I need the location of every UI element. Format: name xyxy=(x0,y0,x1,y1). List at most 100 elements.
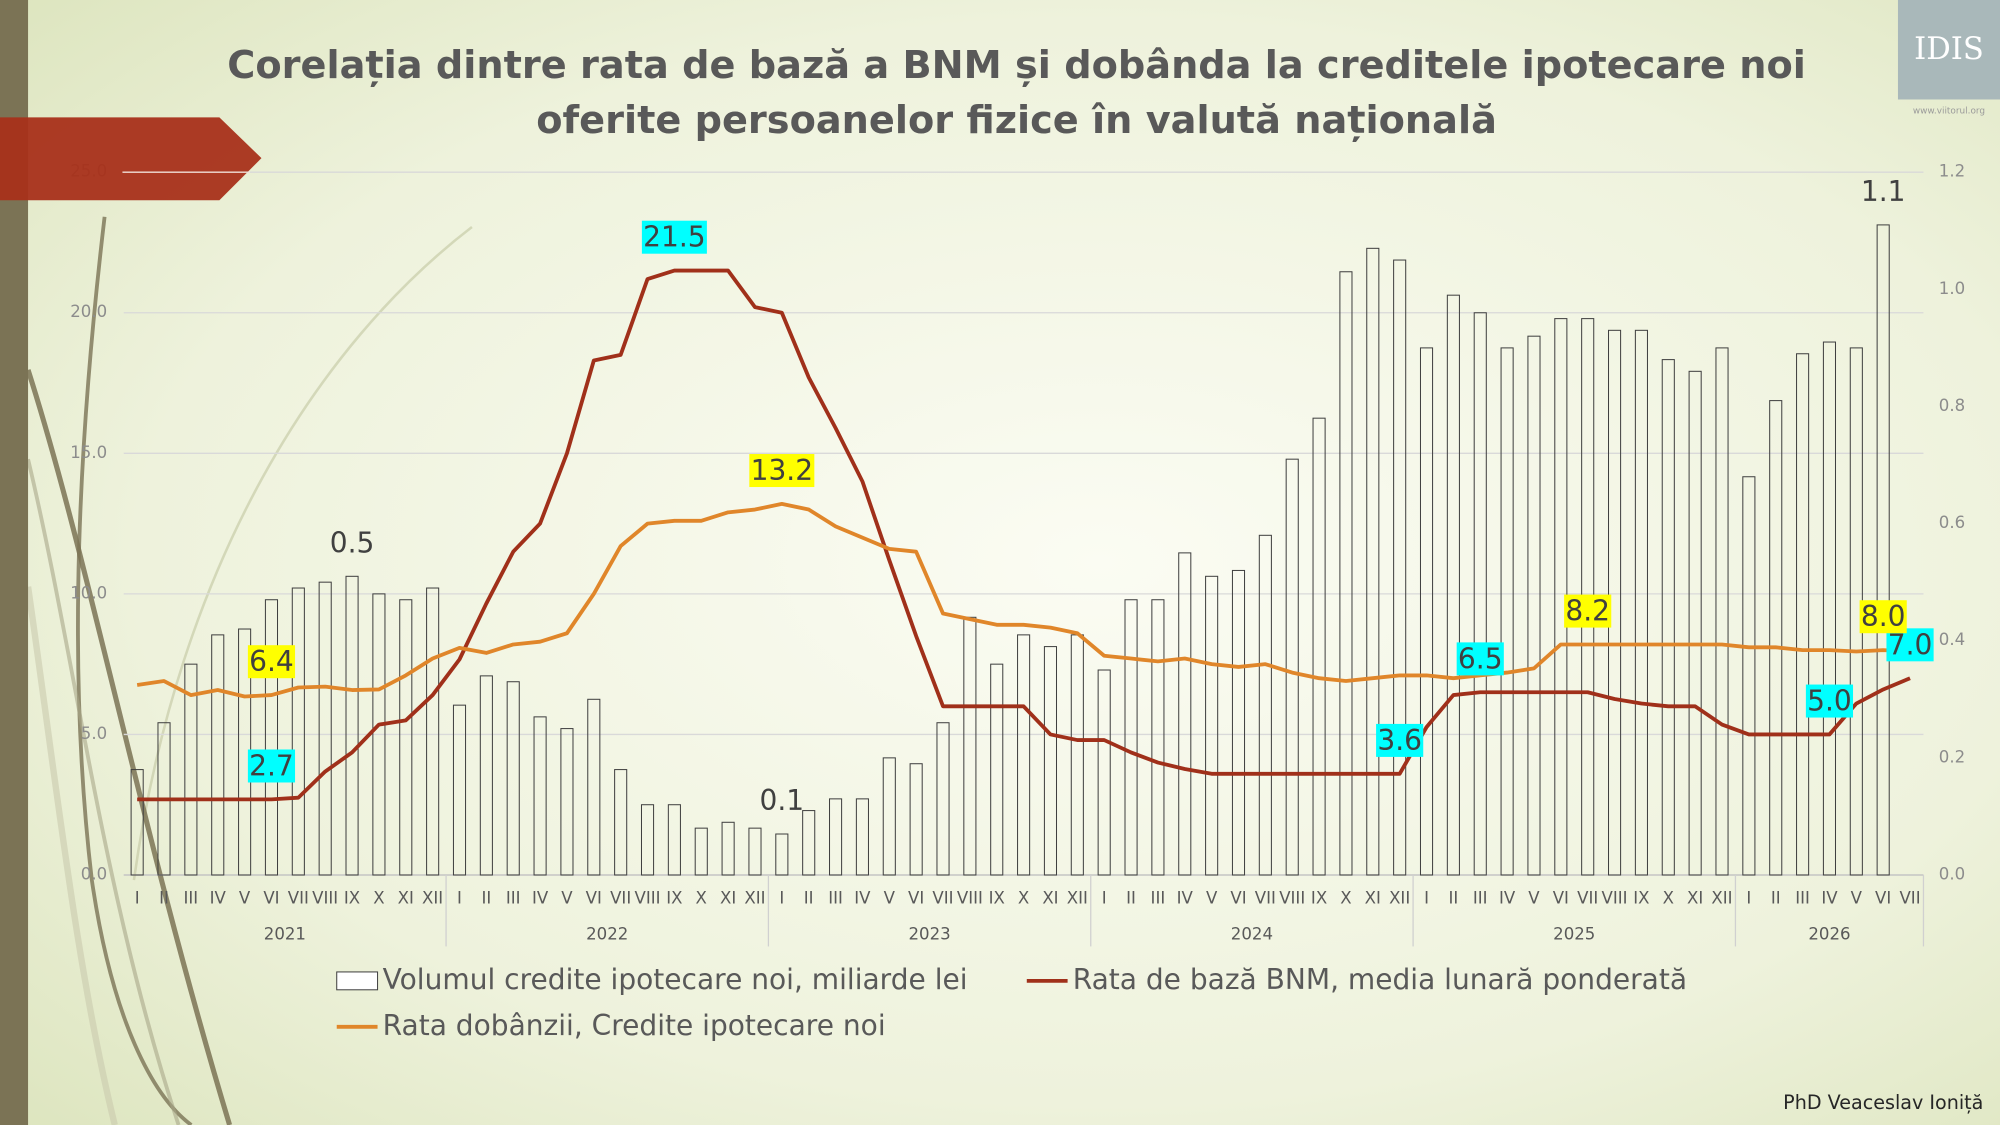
bar xyxy=(372,593,386,876)
data-label: 13.2 xyxy=(751,454,813,487)
bar xyxy=(1715,347,1729,876)
x-tick-label: II xyxy=(804,889,814,908)
data-label-bg xyxy=(247,645,296,679)
x-tick-label: VIII xyxy=(957,889,983,908)
y-tick-label: 20.0 xyxy=(70,302,107,321)
x-tick-label: III xyxy=(828,889,843,908)
accent-arrow xyxy=(0,117,262,201)
year-label: 2023 xyxy=(908,924,950,943)
bar xyxy=(211,634,225,876)
x-tick-label: VII xyxy=(932,889,953,908)
bar xyxy=(748,827,762,876)
bar xyxy=(318,581,332,876)
x-tick-label: III xyxy=(1795,889,1810,908)
data-label: 6.4 xyxy=(249,645,294,678)
data-label: 2.7 xyxy=(249,749,294,782)
x-tick-label: XI xyxy=(720,889,736,908)
x-tick-label: V xyxy=(1528,889,1540,908)
data-label-bg xyxy=(749,454,815,488)
bar xyxy=(1124,599,1138,876)
legend-swatch xyxy=(336,971,379,991)
bar xyxy=(1661,359,1675,876)
data-label-bg xyxy=(1564,594,1612,628)
logo: IDIS xyxy=(1914,32,1984,67)
y2-tick-label: 0.2 xyxy=(1939,747,1965,766)
x-tick-label: IV xyxy=(854,889,871,908)
bar xyxy=(1446,294,1460,876)
y2-tick-label: 0.8 xyxy=(1939,396,1965,415)
x-tick-label: X xyxy=(1340,889,1351,908)
data-label-bg xyxy=(1805,684,1854,718)
data-label-bg xyxy=(1456,642,1504,676)
x-tick-label: VIII xyxy=(1279,889,1305,908)
bar xyxy=(479,675,493,876)
bar xyxy=(345,575,359,876)
decoration xyxy=(24,216,473,1125)
x-tick-label: I xyxy=(135,889,140,908)
legend-label: Rata de bază BNM, media lunară ponderată xyxy=(1073,963,1687,996)
bar xyxy=(721,821,735,876)
x-tick-label: VI xyxy=(908,889,924,908)
legend-label: Volumul credite ipotecare noi, miliarde … xyxy=(383,963,968,996)
bar xyxy=(1205,575,1219,876)
x-tick-label: V xyxy=(1206,889,1218,908)
bar xyxy=(614,769,628,876)
bar xyxy=(1822,341,1837,876)
year-label: 2025 xyxy=(1553,924,1595,943)
data-label-bg xyxy=(641,220,707,254)
bar xyxy=(184,663,198,876)
bar xyxy=(426,587,440,876)
data-label-bg xyxy=(1376,723,1424,757)
y2-tick-label: 0.0 xyxy=(1939,865,1965,884)
x-tick-label: IX xyxy=(1311,889,1327,908)
x-tick-label: IV xyxy=(1177,889,1194,908)
x-tick-label: XII xyxy=(744,889,765,908)
bar xyxy=(506,681,520,876)
x-tick-label: II xyxy=(1771,889,1781,908)
x-tick-label: XI xyxy=(1365,889,1381,908)
bar xyxy=(1688,370,1702,876)
y-tick-label: 0.0 xyxy=(81,865,107,884)
data-label: 6.5 xyxy=(1458,642,1503,675)
bar xyxy=(1339,271,1353,876)
x-tick-label: VI xyxy=(263,889,279,908)
bar xyxy=(1634,329,1648,876)
x-tick-label: I xyxy=(1102,889,1107,908)
x-tick-label: II xyxy=(159,889,169,908)
chart-title: oferite persoanelor fizice în valută naț… xyxy=(536,98,1497,143)
bar xyxy=(882,757,896,876)
x-tick-label: VII xyxy=(288,889,309,908)
bar xyxy=(1473,312,1487,876)
x-tick-label: I xyxy=(1746,889,1751,908)
bar xyxy=(452,704,467,876)
x-tick-label: III xyxy=(1151,889,1166,908)
bar xyxy=(775,833,789,876)
x-tick-label: VII xyxy=(1255,889,1276,908)
x-tick-label: VIII xyxy=(1602,889,1628,908)
x-tick-label: VII xyxy=(1577,889,1598,908)
bar xyxy=(1097,669,1111,876)
data-label: 21.5 xyxy=(643,221,705,254)
x-tick-label: X xyxy=(373,889,384,908)
data-label-bg xyxy=(247,749,296,783)
x-tick-label: VII xyxy=(1899,889,1920,908)
bar xyxy=(694,827,708,876)
y-tick-label: 5.0 xyxy=(81,724,107,743)
bar xyxy=(990,663,1004,876)
data-label-bg xyxy=(1886,628,1934,662)
data-label-bg xyxy=(1859,600,1907,634)
bar xyxy=(1258,534,1272,876)
x-tick-label: XI xyxy=(1687,889,1703,908)
x-tick-label: II xyxy=(1126,889,1136,908)
y-tick-label: 10.0 xyxy=(70,583,107,602)
x-tick-label: VI xyxy=(1230,889,1246,908)
bar xyxy=(936,722,950,876)
x-tick-label: VIII xyxy=(635,889,661,908)
x-tick-label: IV xyxy=(532,889,549,908)
data-label: 1.1 xyxy=(1861,175,1906,208)
bar xyxy=(1742,476,1756,876)
x-tick-label: IV xyxy=(1821,889,1838,908)
